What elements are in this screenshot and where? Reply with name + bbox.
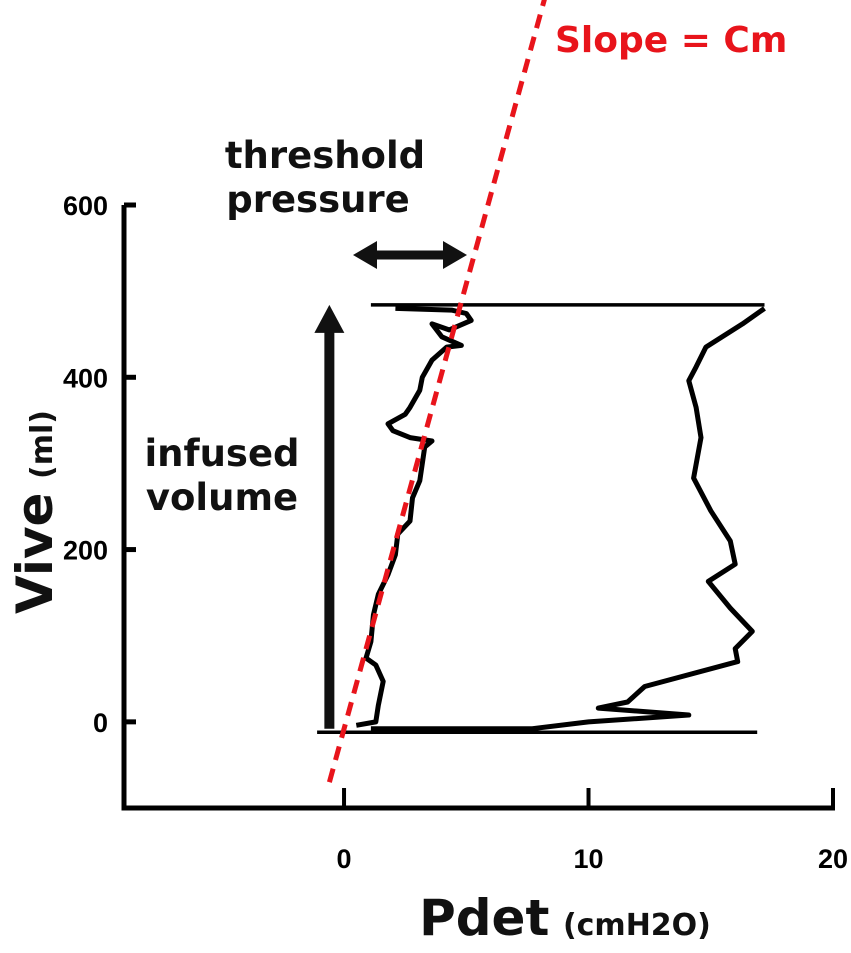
x-tick-label: 0 — [337, 844, 352, 874]
y-tick-label: 400 — [63, 363, 108, 393]
x-axis-unit: (cmH2O) — [563, 908, 711, 943]
fit-line-dashed — [326, 0, 547, 783]
series — [317, 0, 766, 783]
filling-trace — [355, 305, 474, 728]
threshold-label-line1: threshold — [225, 134, 425, 177]
arrow-up-icon — [314, 304, 345, 333]
voiding-trace — [370, 306, 766, 732]
y-axis-unit: (ml) — [25, 410, 60, 479]
infused-label-line2: volume — [146, 476, 298, 519]
y-tick-label: 600 — [63, 191, 108, 221]
svg-text:Pdet (cmH2O): Pdet (cmH2O) — [419, 889, 711, 947]
annotations — [314, 241, 467, 729]
arrow-right-icon — [443, 241, 467, 269]
x-tick-label: 10 — [573, 844, 603, 874]
slope-annotation: Slope = Cm — [555, 20, 787, 61]
y-tick-label: 0 — [93, 708, 108, 738]
infused-label-line1: infused — [144, 432, 299, 475]
y-axis-label: Vive — [6, 493, 64, 614]
threshold-label-line2: pressure — [226, 178, 410, 221]
x-tick-label: 20 — [818, 844, 848, 874]
x-axis-label: Pdet — [419, 889, 549, 947]
axes — [121, 205, 835, 811]
y-tick-label: 200 — [63, 536, 108, 566]
arrow-left-icon — [353, 241, 377, 269]
svg-text:Vive (ml): Vive (ml) — [6, 410, 64, 614]
